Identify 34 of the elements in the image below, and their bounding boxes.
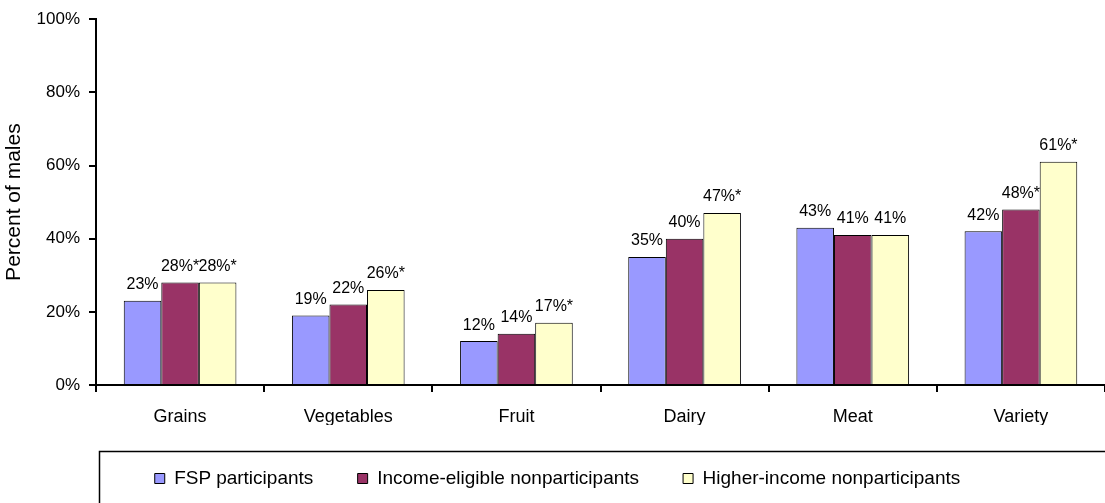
y-tick-label: 40% (45, 228, 80, 248)
legend-label: FSP participants (174, 466, 314, 488)
data-label: 23% (126, 275, 159, 293)
data-label: 42% (967, 205, 1000, 223)
y-axis-title: Percent of males (1, 123, 25, 281)
data-label: 47%* (703, 187, 742, 205)
y-tick-label: 80% (45, 82, 80, 102)
x-tick-label: Meat (832, 405, 873, 426)
data-label: 22% (332, 278, 365, 296)
y-tick-label: 0% (55, 374, 80, 394)
data-label: 26%* (366, 264, 405, 282)
x-tick-label: Grains (153, 405, 207, 426)
x-tick-label: Vegetables (303, 405, 393, 426)
x-tick-label: Dairy (663, 405, 706, 426)
data-label: 28%* (160, 256, 200, 274)
data-label: 14% (500, 308, 533, 326)
data-label: 43% (799, 202, 832, 220)
x-tick-label: Fruit (498, 405, 535, 426)
data-label: 12% (462, 315, 495, 333)
data-label: 35% (631, 231, 664, 249)
data-label: 19% (294, 289, 327, 307)
data-label: 28%* (198, 256, 237, 274)
legend-label: Income-eligible nonparticipants (377, 466, 640, 488)
data-label: 17%* (534, 297, 574, 315)
data-label: 41% (874, 209, 907, 227)
legend-label: Higher-income nonparticipants (702, 466, 961, 488)
data-label: 61%* (1039, 136, 1078, 154)
data-label: 41% (836, 209, 869, 227)
data-label: 48%* (1001, 183, 1041, 201)
y-tick-label: 100% (36, 8, 80, 28)
x-tick-label: Variety (993, 405, 1049, 426)
data-label: 40% (668, 213, 701, 231)
y-tick-label: 60% (45, 155, 80, 175)
y-tick-label: 20% (45, 301, 80, 321)
